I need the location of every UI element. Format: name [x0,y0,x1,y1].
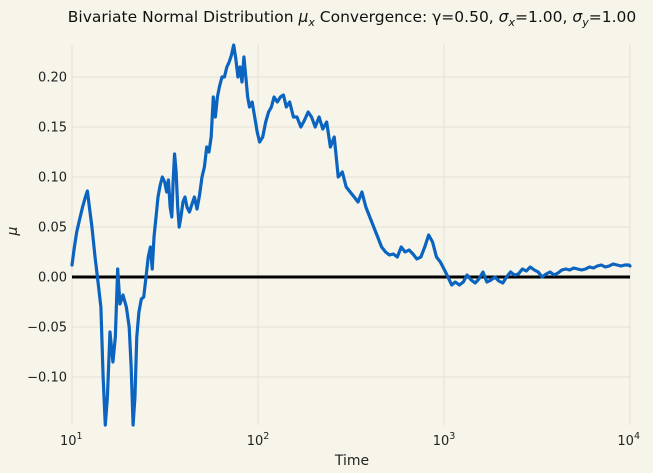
y-tick-label: 0.20 [38,71,67,86]
x-tick-label: 102 [247,431,270,449]
y-tick-label: 0.15 [38,121,67,136]
chart-title: Bivariate Normal Distribution μx Converg… [68,8,636,29]
y-tick-label: 0.10 [38,171,67,186]
mu-x-series-line [70,43,632,427]
x-tick-labels: 101 102 103 104 [60,431,640,449]
x-tick-label: 101 [60,431,83,449]
y-tick-label: −0.10 [27,371,67,386]
x-gridlines [71,45,631,425]
x-tick-label: 103 [433,431,456,449]
y-tick-label: 0.00 [38,271,67,286]
y-tick-labels: −0.10 −0.05 0.00 0.05 0.10 0.15 0.20 [27,71,67,386]
y-tick-label: 0.05 [38,221,67,236]
x-axis-label: Time [334,453,369,469]
x-tick-label: 104 [617,431,640,449]
y-tick-label: −0.05 [27,321,67,336]
y-axis-label: μ [5,226,21,236]
